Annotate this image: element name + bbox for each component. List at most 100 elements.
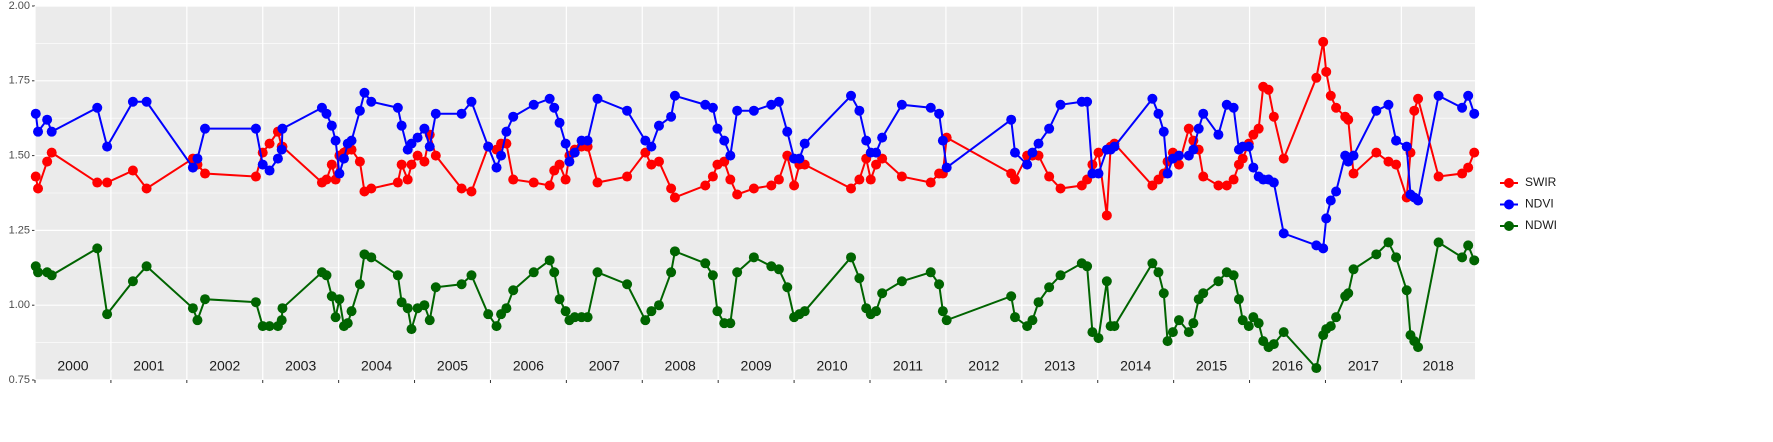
- data-point: [846, 183, 857, 194]
- data-point: [1162, 168, 1173, 179]
- data-point: [483, 309, 494, 320]
- data-point: [264, 138, 275, 149]
- data-point: [782, 126, 793, 137]
- data-point: [501, 303, 512, 314]
- data-point: [200, 294, 211, 305]
- data-point: [871, 306, 882, 317]
- year-label: 2008: [665, 358, 696, 374]
- year-label: 2006: [513, 358, 544, 374]
- data-point: [1371, 105, 1382, 116]
- data-point: [1433, 90, 1444, 101]
- data-point: [1109, 141, 1120, 152]
- data-point: [861, 135, 872, 146]
- data-point: [560, 174, 571, 185]
- data-point: [1371, 249, 1382, 260]
- data-point: [1188, 144, 1199, 155]
- data-point: [1213, 180, 1224, 191]
- data-point: [640, 315, 651, 326]
- data-point: [1198, 171, 1209, 182]
- data-point: [1055, 99, 1066, 110]
- data-point: [1183, 327, 1194, 338]
- year-label: 2016: [1272, 358, 1303, 374]
- data-point: [1263, 84, 1274, 95]
- data-point: [1311, 363, 1322, 374]
- data-point: [1401, 285, 1412, 296]
- data-point: [272, 153, 283, 164]
- data-point: [33, 183, 44, 194]
- data-point: [30, 171, 41, 182]
- data-point: [712, 123, 723, 134]
- data-point: [934, 108, 945, 119]
- data-point: [366, 96, 377, 107]
- data-point: [187, 303, 198, 314]
- data-point: [1101, 276, 1112, 287]
- data-point: [276, 315, 287, 326]
- data-point: [192, 153, 203, 164]
- data-point: [359, 87, 370, 98]
- data-point: [725, 150, 736, 161]
- data-point: [496, 150, 507, 161]
- data-point: [592, 177, 603, 188]
- data-point: [466, 270, 477, 281]
- data-point: [412, 150, 423, 161]
- data-point: [782, 282, 793, 293]
- data-point: [725, 174, 736, 185]
- data-point: [646, 306, 657, 317]
- data-point: [622, 171, 633, 182]
- data-point: [396, 120, 407, 131]
- data-point: [1331, 102, 1342, 113]
- data-point: [1469, 108, 1480, 119]
- data-point: [1391, 135, 1402, 146]
- data-point: [773, 264, 784, 275]
- data-point: [466, 186, 477, 197]
- data-point: [396, 159, 407, 170]
- data-point: [46, 126, 57, 137]
- data-point: [334, 168, 345, 179]
- data-point: [700, 99, 711, 110]
- data-point: [1243, 141, 1254, 152]
- data-point: [528, 267, 539, 278]
- data-point: [1213, 276, 1224, 287]
- data-point: [491, 162, 502, 173]
- y-tick-label: 1.25: [9, 224, 30, 236]
- data-point: [1391, 159, 1402, 170]
- data-point: [1101, 210, 1112, 221]
- data-point: [1009, 147, 1020, 158]
- data-point: [491, 321, 502, 332]
- data-point: [346, 306, 357, 317]
- data-point: [406, 159, 417, 170]
- data-point: [1248, 162, 1259, 173]
- data-point: [1006, 114, 1017, 125]
- data-point: [430, 150, 441, 161]
- y-tick-label: 2.00: [9, 0, 30, 12]
- data-point: [669, 246, 680, 257]
- data-point: [102, 177, 113, 188]
- data-point: [1093, 168, 1104, 179]
- data-point: [424, 315, 435, 326]
- data-point: [1413, 342, 1424, 353]
- data-point: [456, 108, 467, 119]
- data-point: [646, 159, 657, 170]
- data-point: [102, 309, 113, 320]
- data-point: [354, 105, 365, 116]
- data-point: [854, 105, 865, 116]
- data-point: [1147, 93, 1158, 104]
- data-point: [1413, 93, 1424, 104]
- data-point: [653, 156, 664, 167]
- data-point: [1153, 267, 1164, 278]
- year-label: 2002: [209, 358, 240, 374]
- data-point: [1321, 66, 1332, 77]
- data-point: [321, 270, 332, 281]
- data-point: [127, 165, 138, 176]
- data-point: [1221, 180, 1232, 191]
- data-point: [406, 324, 417, 335]
- y-tick-label: 1.50: [9, 150, 30, 162]
- data-point: [277, 123, 288, 134]
- data-point: [1055, 270, 1066, 281]
- data-point: [1253, 318, 1264, 329]
- data-point: [1278, 327, 1289, 338]
- data-point: [46, 270, 57, 281]
- data-point: [732, 105, 743, 116]
- data-point: [456, 279, 467, 290]
- data-point: [653, 300, 664, 311]
